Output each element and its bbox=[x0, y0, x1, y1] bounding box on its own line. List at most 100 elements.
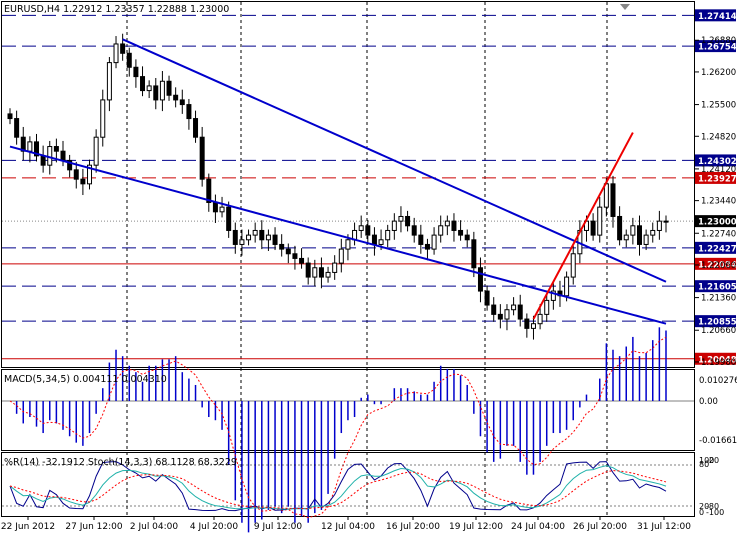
osc-axis-label: 20 bbox=[699, 502, 709, 511]
candle-body bbox=[650, 229, 656, 236]
trend-line[interactable] bbox=[9, 145, 667, 325]
candle-body bbox=[438, 225, 444, 236]
price-tick-label: 1.26880 bbox=[701, 36, 736, 46]
candle-body bbox=[212, 201, 218, 213]
time-label: 12 Jul 04:00 bbox=[321, 522, 375, 532]
candle-body bbox=[232, 229, 238, 245]
osc-axis-label: 0 bbox=[699, 508, 704, 517]
wpr-line bbox=[9, 461, 667, 512]
candle-body bbox=[636, 225, 642, 245]
candle-body bbox=[603, 183, 609, 208]
macd-histogram: 0.010276 0.00 -0.01661 bbox=[2, 327, 737, 533]
price-tick-label: 1.20660 bbox=[701, 326, 736, 336]
candle-body bbox=[597, 206, 603, 236]
macd-axis-label: -0.01661 bbox=[699, 436, 737, 446]
candle-body bbox=[40, 155, 46, 166]
candle-body bbox=[193, 118, 199, 138]
candle-body bbox=[140, 76, 146, 92]
candle-body bbox=[27, 141, 33, 152]
main-panel-border bbox=[1, 1, 695, 368]
candle-body bbox=[464, 234, 470, 241]
candle-body bbox=[656, 220, 662, 231]
price-level-badge bbox=[695, 257, 736, 270]
candle-body bbox=[378, 239, 384, 245]
price-level-label: 1.22427 bbox=[698, 244, 737, 254]
candle-body bbox=[318, 267, 324, 278]
candle-body bbox=[544, 299, 550, 315]
macd-signal-line bbox=[9, 336, 667, 519]
time-label: 19 Jul 12:00 bbox=[449, 522, 503, 532]
price-tick-label: 1.22060 bbox=[701, 261, 736, 271]
price-level-badge bbox=[695, 352, 736, 365]
candle-body bbox=[305, 262, 311, 278]
candle-body bbox=[371, 234, 377, 245]
candle-body bbox=[87, 164, 93, 185]
candle-body bbox=[391, 220, 397, 231]
candle-body bbox=[444, 220, 450, 227]
candle-body bbox=[120, 43, 126, 54]
price-tick-label: 1.23440 bbox=[701, 197, 736, 207]
price-level-badge bbox=[695, 9, 736, 22]
candle-body bbox=[285, 248, 291, 255]
price-level-label: 1.23000 bbox=[698, 218, 737, 228]
candle-body bbox=[504, 309, 510, 320]
price-level-label: 1.20855 bbox=[698, 318, 737, 328]
trend-lines[interactable] bbox=[9, 38, 667, 325]
candle-body bbox=[246, 234, 252, 241]
candle-body bbox=[511, 304, 517, 311]
price-candles bbox=[7, 33, 669, 340]
candle-body bbox=[146, 85, 152, 92]
price-level-label: 1.24302 bbox=[698, 157, 737, 167]
candle-body bbox=[338, 248, 344, 264]
candle-body bbox=[530, 323, 536, 329]
candle-body bbox=[471, 239, 477, 269]
price-tick-label: 1.21360 bbox=[701, 294, 736, 304]
candle-body bbox=[358, 225, 364, 231]
trend-line[interactable] bbox=[532, 132, 634, 320]
price-tick-label: 1.19980 bbox=[701, 358, 736, 368]
candle-body bbox=[239, 239, 245, 245]
candle-body bbox=[312, 267, 318, 278]
candle-body bbox=[113, 43, 119, 64]
candle-body bbox=[199, 136, 205, 180]
candle-body bbox=[279, 243, 285, 250]
price-level-label: 1.21605 bbox=[698, 283, 737, 293]
candle-body bbox=[405, 215, 411, 227]
scroll-indicator-icon[interactable] bbox=[620, 4, 630, 10]
candle-body bbox=[299, 257, 305, 264]
price-level-badge bbox=[695, 40, 736, 53]
time-label: 24 Jul 04:00 bbox=[511, 522, 565, 532]
price-levels: 1.27414 1.26754 1.24302 1.23927 1.23000 1.224… bbox=[2, 9, 737, 365]
stoch-signal-line bbox=[9, 470, 667, 510]
candle-body bbox=[663, 220, 669, 223]
candle-body bbox=[418, 234, 424, 245]
candle-body bbox=[458, 229, 464, 236]
candle-body bbox=[7, 113, 13, 120]
price-level-badge bbox=[695, 171, 736, 184]
price-level-label: 1.20048 bbox=[698, 355, 737, 365]
candle-body bbox=[73, 169, 79, 180]
candle-body bbox=[497, 313, 503, 320]
candle-body bbox=[517, 304, 523, 320]
candle-body bbox=[159, 80, 165, 101]
stoch-main-line bbox=[9, 465, 667, 510]
candle-body bbox=[623, 234, 629, 241]
candle-body bbox=[365, 225, 371, 236]
price-level-label: 1.23927 bbox=[698, 174, 737, 184]
candle-body bbox=[550, 290, 556, 301]
candle-body bbox=[60, 150, 66, 162]
candle-body bbox=[484, 290, 490, 306]
time-label: 31 Jul 12:00 bbox=[637, 522, 691, 532]
candle-body bbox=[14, 118, 20, 138]
candle-body bbox=[431, 234, 437, 250]
candle-body bbox=[166, 80, 172, 96]
price-level-badge bbox=[695, 280, 736, 293]
candle-body bbox=[643, 234, 649, 245]
candle-body bbox=[67, 160, 73, 171]
osc-axis-label: -100 bbox=[706, 508, 724, 517]
price-tick-label: 1.24120 bbox=[701, 165, 736, 175]
time-label: 27 Jun 12:00 bbox=[65, 522, 122, 532]
osc-axis-label: -80 bbox=[706, 502, 719, 511]
price-level-label: 1.26754 bbox=[698, 43, 737, 53]
